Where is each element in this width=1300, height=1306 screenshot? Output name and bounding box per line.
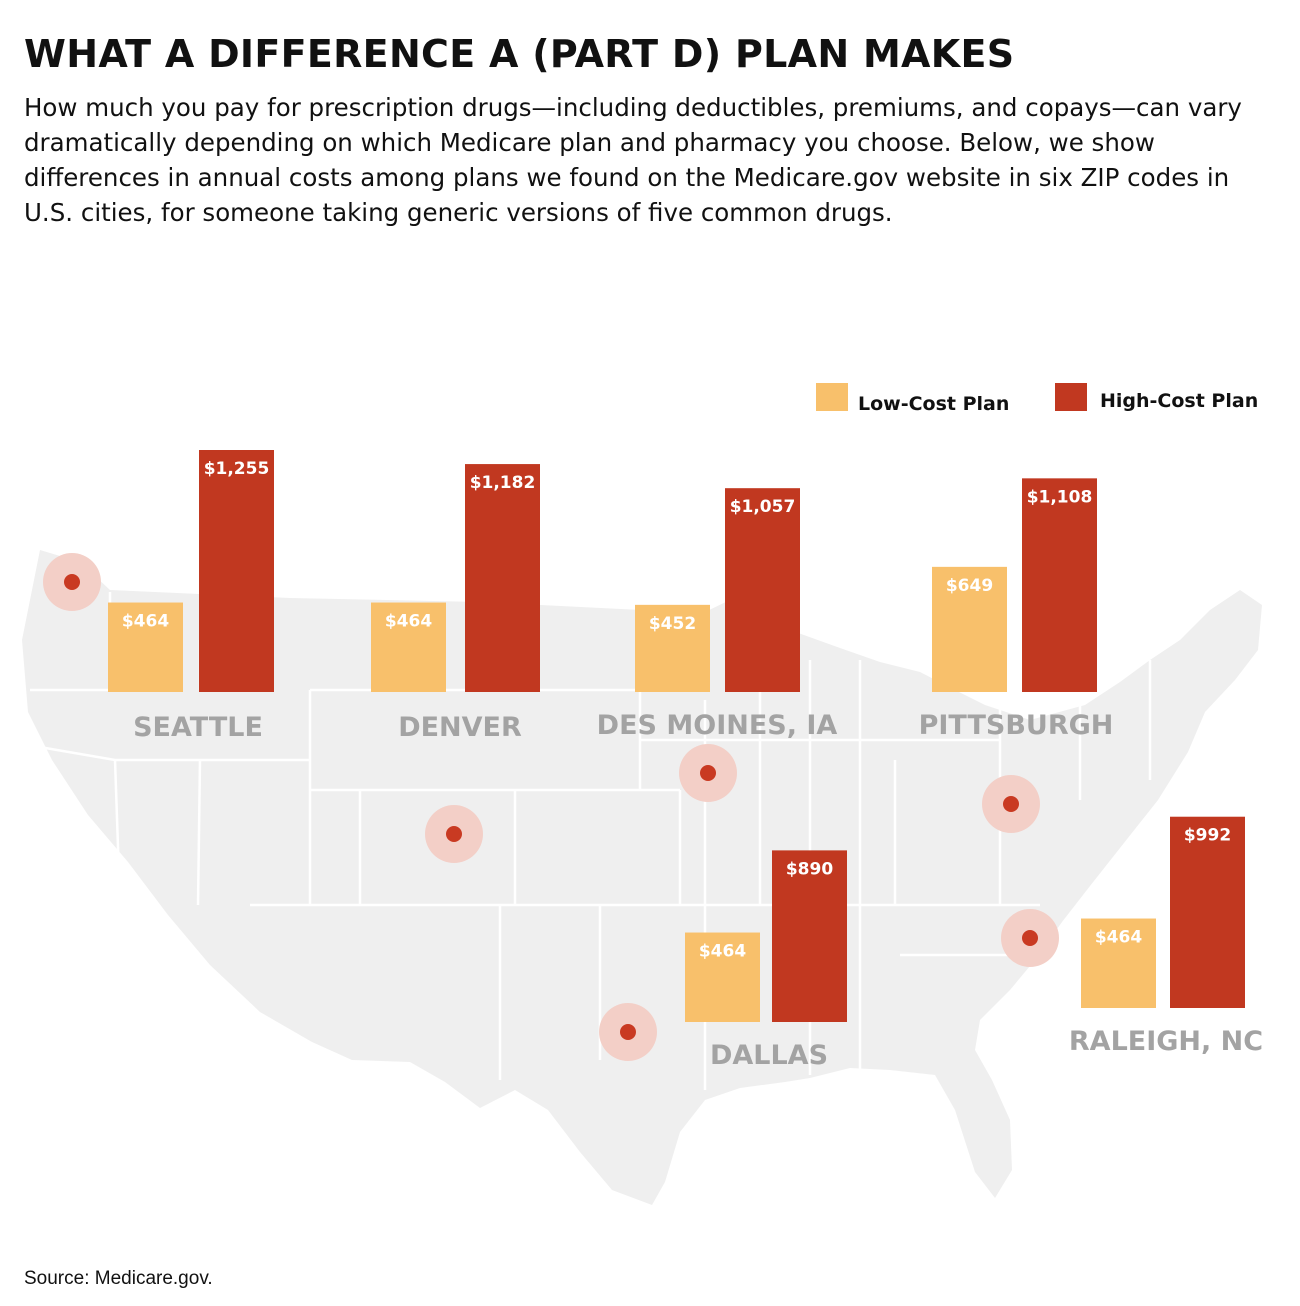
marker-raleigh (1001, 909, 1059, 967)
marker-seattle (43, 553, 101, 611)
us-map-background (22, 550, 1262, 1205)
city-label-raleigh-nc: RALEIGH, NC (1069, 1026, 1263, 1057)
data-label-low-cost-dallas: $464 (699, 942, 746, 962)
data-label-high-cost-seattle: $1,255 (204, 459, 270, 479)
data-label-low-cost-denver: $464 (385, 612, 432, 632)
bar-high-cost-denver (465, 464, 540, 692)
bar-high-cost-des-moines-ia (725, 488, 800, 692)
page-subtitle: How much you pay for prescription drugs—… (24, 93, 1242, 227)
bar-low-cost-des-moines-ia (635, 604, 710, 692)
page-title: WHAT A DIFFERENCE A (PART D) PLAN MAKES (24, 32, 1015, 76)
data-label-high-cost-dallas: $890 (786, 859, 833, 879)
bar-group-seattle: $464 $1,255 SEATTLE (108, 450, 274, 743)
bar-low-cost-dallas (685, 932, 760, 1022)
bar-group-dallas: $464 $890 DALLAS (685, 850, 847, 1071)
us-map-outline (22, 550, 1262, 1205)
data-label-low-cost-pittsburgh: $649 (946, 576, 993, 596)
data-label-low-cost-des-moines-ia: $452 (649, 614, 696, 634)
city-label-seattle: SEATTLE (133, 712, 263, 743)
legend-label-low-cost: Low-Cost Plan (858, 393, 1009, 415)
city-label-denver: DENVER (398, 712, 522, 743)
data-label-low-cost-seattle: $464 (122, 612, 169, 632)
legend-swatch-high-cost (1055, 383, 1087, 411)
legend-label-high-cost: High-Cost Plan (1100, 390, 1258, 412)
bar-low-cost-denver (371, 602, 446, 692)
marker-des-moines (679, 744, 737, 802)
marker-denver (425, 805, 483, 863)
bar-group-pittsburgh: $649 $1,108 PITTSBURGH (919, 478, 1114, 741)
bar-high-cost-seattle (199, 450, 274, 692)
city-label-des-moines-ia: DES MOINES, IA (597, 710, 838, 741)
data-label-high-cost-raleigh-nc: $992 (1184, 826, 1231, 846)
marker-dallas (599, 1003, 657, 1061)
bar-low-cost-seattle (108, 602, 183, 692)
bar-high-cost-dallas (772, 850, 847, 1022)
bar-groups: $464 $1,255 SEATTLE $464 $1,182 DENVER $452 $1,… (108, 450, 1263, 1071)
bar-high-cost-raleigh-nc (1170, 816, 1245, 1008)
city-label-pittsburgh: PITTSBURGH (919, 710, 1114, 741)
marker-pittsburgh (982, 775, 1040, 833)
bar-low-cost-pittsburgh (932, 566, 1007, 692)
data-label-low-cost-raleigh-nc: $464 (1095, 928, 1142, 948)
bar-low-cost-raleigh-nc (1081, 918, 1156, 1008)
city-label-dallas: DALLAS (710, 1040, 828, 1071)
data-label-high-cost-denver: $1,182 (470, 473, 536, 493)
bar-high-cost-pittsburgh (1022, 478, 1097, 692)
state-border-lines (27, 592, 1152, 1090)
data-label-high-cost-pittsburgh: $1,108 (1027, 487, 1093, 507)
bar-group-denver: $464 $1,182 DENVER (371, 464, 540, 743)
data-label-high-cost-des-moines-ia: $1,057 (730, 497, 796, 517)
legend-swatch-low-cost (816, 383, 848, 411)
source-note: Source: Medicare.gov. (24, 1268, 213, 1289)
legend: Low-Cost Plan High-Cost Plan (816, 383, 1258, 415)
city-markers (43, 553, 1059, 1061)
bar-group-des-moines-ia: $452 $1,057 DES MOINES, IA (597, 488, 838, 741)
bar-group-raleigh-nc: $464 $992 RALEIGH, NC (1069, 816, 1263, 1057)
